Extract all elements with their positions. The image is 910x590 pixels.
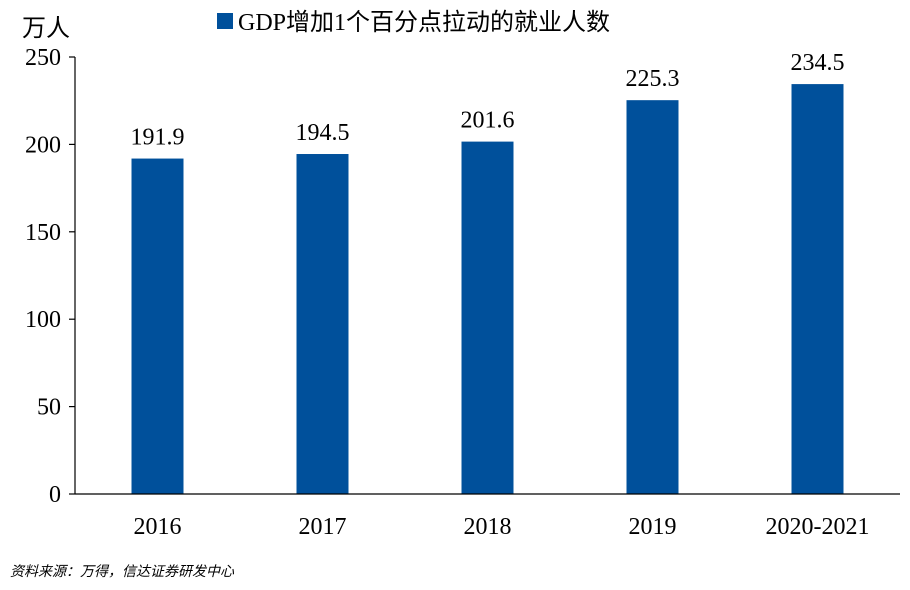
y-axis-unit-label: 万人 (22, 16, 70, 42)
data-labels: 191.9 194.5 201.6 225.3 234.5 (131, 50, 845, 150)
bar-2020-2021 (791, 84, 844, 495)
x-tick-label-2016: 2016 (134, 514, 182, 540)
y-tick-label: 0 (49, 482, 61, 508)
data-label-2018: 201.6 (461, 108, 515, 134)
data-label-2017: 194.5 (296, 120, 350, 146)
x-tick-label-2019: 2019 (629, 514, 677, 540)
y-tick-label: 200 (25, 132, 61, 158)
y-axis-ticks: 0 50 100 150 200 250 (25, 45, 75, 508)
bar-2017 (296, 154, 349, 494)
bar-2018 (461, 141, 514, 494)
y-tick-label: 100 (25, 307, 61, 333)
source-note: 资料来源：万得，信达证券研发中心 (10, 564, 234, 580)
bar-2016 (131, 158, 184, 494)
data-label-2019: 225.3 (626, 66, 680, 92)
x-axis-labels: 2016 2017 2018 2019 2020-2021 (134, 514, 870, 540)
data-label-2020-2021: 234.5 (791, 50, 845, 76)
legend-swatch (217, 13, 233, 29)
x-tick-label-2020-2021: 2020-2021 (766, 514, 870, 540)
bars (131, 84, 844, 495)
y-tick-label: 50 (37, 395, 61, 421)
y-tick-label: 150 (25, 220, 61, 246)
x-tick-label-2018: 2018 (464, 514, 512, 540)
legend-series-name: GDP增加1个百分点拉动的就业人数 (238, 9, 610, 36)
data-label-2016: 191.9 (131, 125, 185, 151)
x-tick-label-2017: 2017 (299, 514, 347, 540)
bar-2019 (626, 100, 679, 494)
y-tick-label: 250 (25, 45, 61, 71)
bar-chart: 万人 GDP增加1个百分点拉动的就业人数 0 50 100 150 200 250 191… (22, 9, 900, 540)
legend: GDP增加1个百分点拉动的就业人数 (217, 9, 610, 36)
